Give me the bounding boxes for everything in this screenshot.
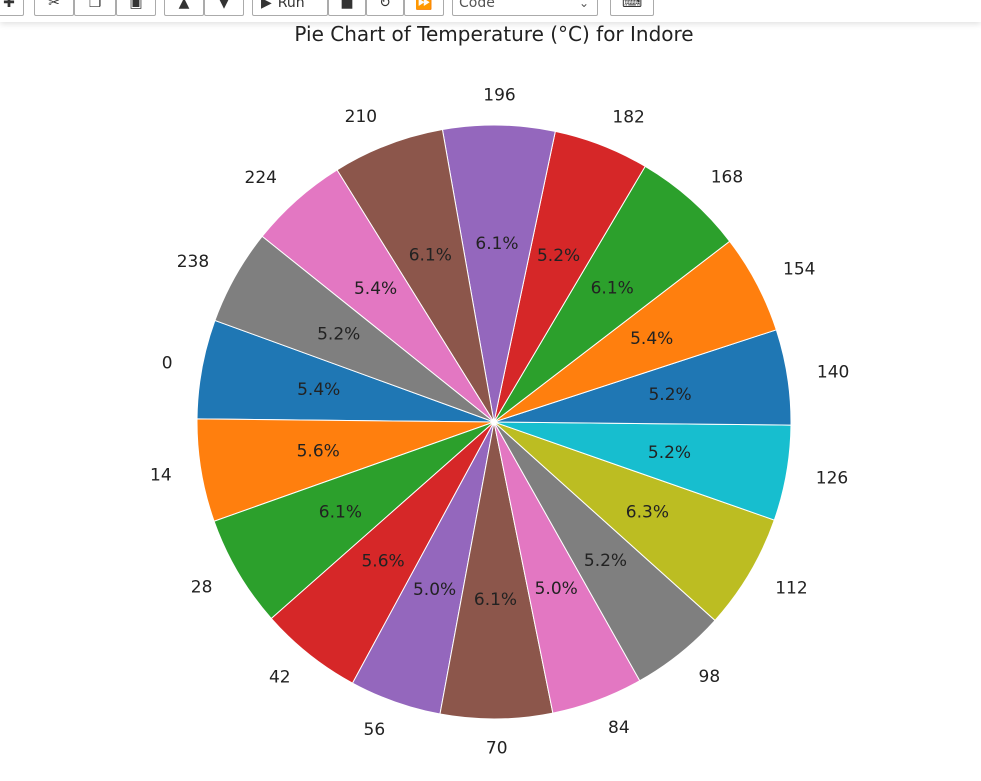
run-button[interactable]: ▶ Run	[252, 0, 328, 16]
restart-run-all-button[interactable]: ⏩	[404, 0, 444, 16]
category-label-126: 126	[816, 468, 848, 488]
pie-slice-112	[493, 421, 775, 622]
pct-label-28: 6.1%	[319, 502, 362, 522]
run-label: Run	[277, 0, 305, 11]
pie-slice-238	[214, 235, 495, 423]
category-label-56: 56	[364, 720, 386, 740]
interrupt-button[interactable]: ■	[328, 0, 366, 16]
notebook-toolbar: ✚ ✂ ❐ ▣ ▲ ▼ ▶ Run ■ ↻ ⏩ Code ⌄ ⌨	[0, 0, 981, 22]
arrow-up-icon: ▲	[178, 0, 190, 11]
pct-label-238: 5.2%	[317, 325, 360, 345]
cell-type-select[interactable]: Code ⌄	[452, 0, 598, 16]
paste-icon: ▣	[129, 0, 143, 11]
pct-label-98: 5.2%	[584, 551, 627, 571]
category-label-238: 238	[177, 252, 209, 272]
category-label-210: 210	[345, 107, 377, 127]
chart-title: Pie Chart of Temperature (°C) for Indore	[294, 22, 693, 46]
stop-icon: ■	[340, 0, 354, 11]
pct-label-42: 5.6%	[361, 552, 404, 572]
cell-type-value: Code	[459, 0, 495, 11]
category-label-168: 168	[711, 168, 743, 188]
command-palette-button[interactable]: ⌨	[610, 0, 654, 16]
pct-label-168: 6.1%	[591, 279, 634, 299]
pct-label-182: 5.2%	[537, 246, 580, 266]
play-icon: ▶	[261, 0, 272, 11]
restart-icon: ↻	[379, 0, 391, 11]
paste-button[interactable]: ▣	[116, 0, 156, 16]
category-label-196: 196	[483, 85, 515, 105]
scissors-icon: ✂	[48, 0, 60, 11]
pie-labels: 5.4% 0 5.6% 14 6.1% 28 5.6% 42 5.0% 56 6.1% 70 5.0% 8…	[150, 85, 849, 758]
pct-label-56: 5.0%	[413, 580, 456, 600]
insert-cell-button[interactable]: ✚	[0, 0, 24, 16]
category-label-42: 42	[269, 668, 291, 688]
pct-label-112: 6.3%	[626, 503, 669, 523]
cut-button[interactable]: ✂	[34, 0, 74, 16]
pct-label-224: 5.4%	[354, 279, 397, 299]
move-up-button[interactable]: ▲	[164, 0, 204, 16]
pct-label-14: 5.6%	[297, 441, 340, 461]
chevron-down-icon: ⌄	[578, 0, 589, 10]
category-label-84: 84	[608, 718, 630, 738]
copy-button[interactable]: ❐	[74, 0, 116, 16]
pct-label-140: 5.2%	[648, 385, 691, 405]
category-label-70: 70	[486, 739, 508, 759]
pct-label-70: 6.1%	[474, 590, 517, 610]
category-label-224: 224	[245, 168, 277, 188]
pie-chart: Pie Chart of Temperature (°C) for Indore…	[150, 22, 849, 759]
pct-label-84: 5.0%	[535, 579, 578, 599]
category-label-0: 0	[162, 354, 173, 374]
fast-forward-icon: ⏩	[415, 0, 433, 11]
move-down-button[interactable]: ▼	[204, 0, 244, 16]
pct-label-210: 6.1%	[409, 246, 452, 266]
category-label-14: 14	[150, 466, 172, 486]
category-label-182: 182	[612, 108, 644, 128]
restart-button[interactable]: ↻	[366, 0, 404, 16]
category-label-154: 154	[783, 260, 815, 280]
copy-icon: ❐	[88, 0, 102, 11]
pct-label-126: 5.2%	[648, 443, 691, 463]
category-label-28: 28	[191, 578, 213, 598]
arrow-down-icon: ▼	[218, 0, 230, 11]
pct-label-196: 6.1%	[475, 234, 518, 254]
pie-slices	[196, 124, 792, 720]
pct-label-0: 5.4%	[297, 380, 340, 400]
pct-label-154: 5.4%	[630, 329, 673, 349]
plus-icon: ✚	[3, 0, 15, 11]
category-label-112: 112	[775, 578, 807, 598]
category-label-140: 140	[817, 362, 849, 382]
keyboard-icon: ⌨	[621, 0, 643, 11]
category-label-98: 98	[699, 667, 721, 687]
